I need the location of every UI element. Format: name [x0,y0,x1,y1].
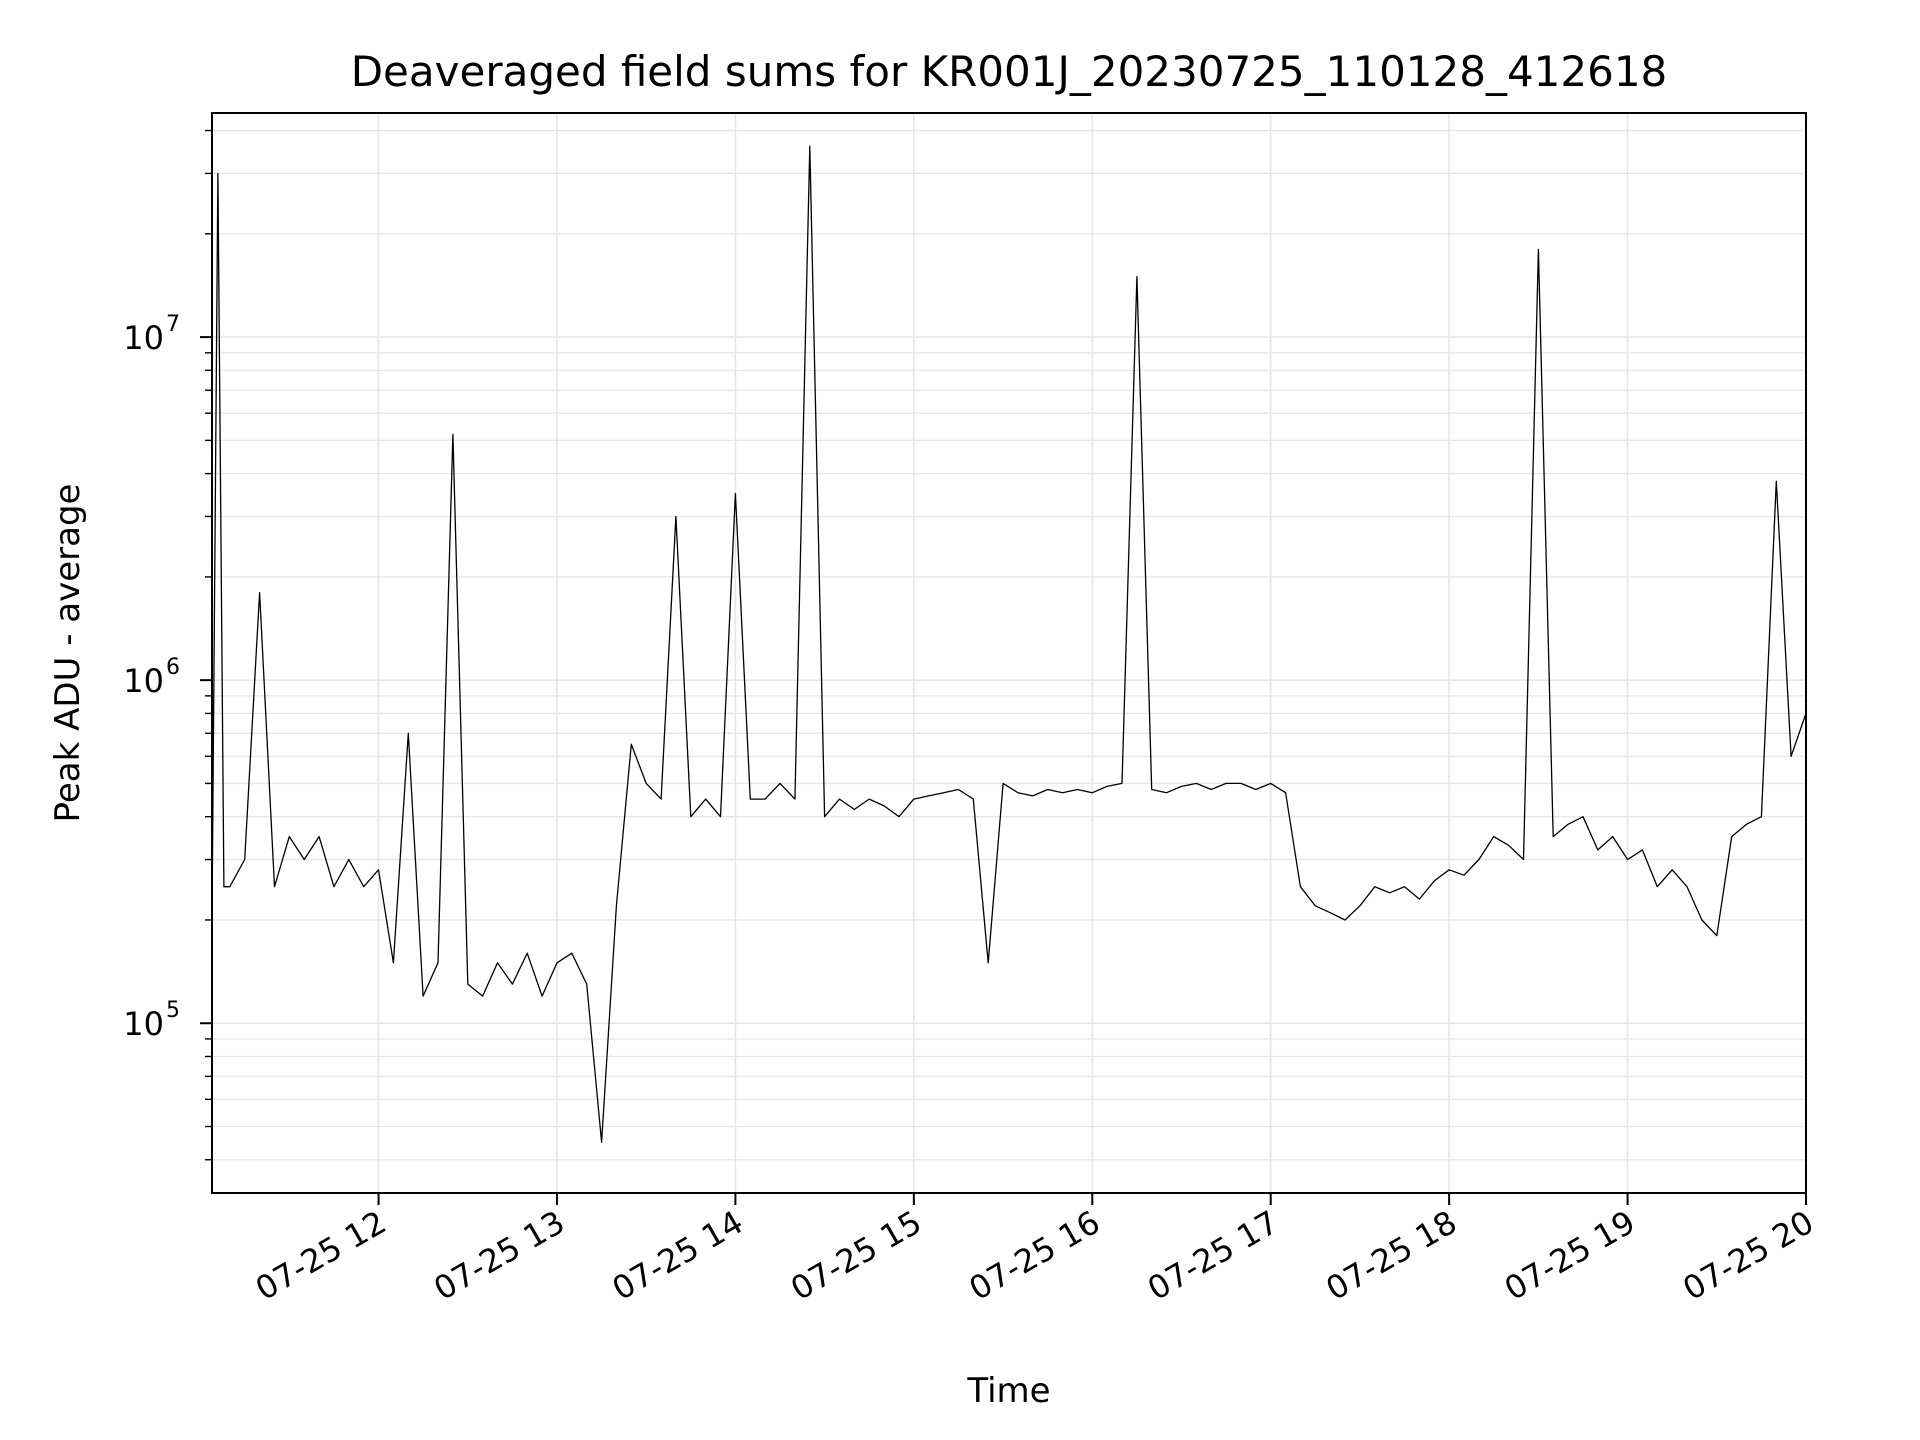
x-tick-label: 07-25 17 [1141,1203,1285,1308]
series-line [211,145,1807,1143]
x-tick-label: 07-25 19 [1498,1203,1642,1308]
y-tick-label: 10 [123,662,164,700]
y-tick-label-exponent: 5 [166,998,180,1023]
y-tick-label-exponent: 7 [166,312,180,337]
x-tick-label: 07-25 20 [1676,1203,1820,1308]
x-tick-label: 07-25 12 [249,1203,393,1308]
y-tick-label: 10 [123,319,164,357]
grid-layer [212,113,1807,1193]
x-tick-label: 07-25 14 [606,1203,750,1308]
x-tick-label: 07-25 18 [1320,1203,1464,1308]
x-axis-title: Time [966,1371,1050,1411]
x-tick-label: 07-25 13 [427,1203,571,1308]
x-tick-label: 07-25 16 [963,1203,1107,1308]
y-tick-label-exponent: 6 [166,655,180,680]
chart-title: Deaveraged field sums for KR001J_2023072… [351,47,1668,96]
y-axis-title: Peak ADU - average [48,484,88,823]
plot-frame [211,112,1807,1194]
x-tick-label: 07-25 15 [784,1203,928,1308]
y-tick-label: 10 [123,1005,164,1043]
